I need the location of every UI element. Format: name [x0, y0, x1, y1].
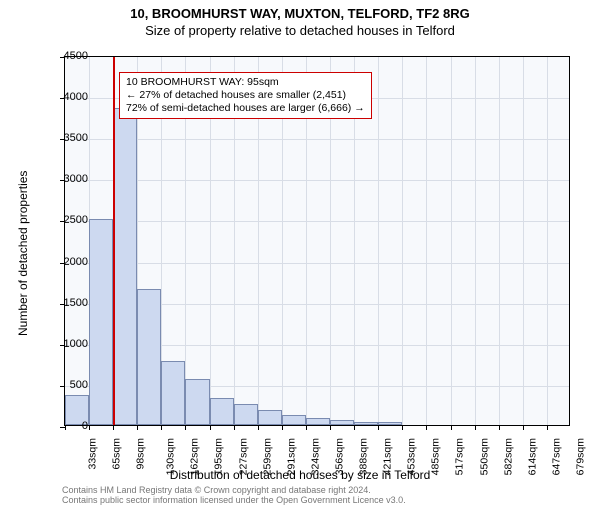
histogram-bar: [234, 404, 258, 425]
gridline-v: [499, 57, 500, 425]
property-marker-line: [113, 57, 115, 425]
x-tick-mark: [523, 425, 524, 430]
histogram-bar: [89, 219, 113, 425]
x-tick-mark: [89, 425, 90, 430]
x-tick-label: 227sqm: [237, 438, 249, 475]
annotation-line: ← 27% of detached houses are smaller (2,…: [126, 89, 365, 102]
x-tick-mark: [185, 425, 186, 430]
y-tick-label: 2000: [40, 256, 88, 268]
gridline-h: [65, 180, 569, 181]
x-tick-mark: [475, 425, 476, 430]
x-tick-mark: [306, 425, 307, 430]
chart-container: 10 BROOMHURST WAY: 95sqm← 27% of detache…: [64, 56, 570, 426]
histogram-bar: [354, 422, 378, 425]
chart-title-address: 10, BROOMHURST WAY, MUXTON, TELFORD, TF2…: [0, 6, 600, 21]
gridline-h: [65, 139, 569, 140]
x-tick-mark: [378, 425, 379, 430]
footer-attribution: Contains HM Land Registry data © Crown c…: [62, 486, 406, 506]
histogram-bar: [378, 422, 402, 425]
x-tick-mark: [402, 425, 403, 430]
x-tick-label: 33sqm: [87, 438, 99, 470]
histogram-bar: [330, 420, 354, 425]
x-tick-label: 614sqm: [526, 438, 538, 475]
histogram-bar: [185, 379, 209, 425]
histogram-bar: [161, 361, 185, 425]
x-tick-label: 195sqm: [213, 438, 225, 475]
gridline-v: [475, 57, 476, 425]
y-tick-label: 3500: [40, 132, 88, 144]
x-tick-label: 130sqm: [165, 438, 177, 475]
x-tick-mark: [210, 425, 211, 430]
gridline-v: [547, 57, 548, 425]
plot-area: 10 BROOMHURST WAY: 95sqm← 27% of detache…: [64, 56, 570, 426]
x-tick-mark: [282, 425, 283, 430]
x-tick-mark: [137, 425, 138, 430]
x-tick-mark: [258, 425, 259, 430]
x-tick-label: 259sqm: [261, 438, 273, 475]
chart-title-desc: Size of property relative to detached ho…: [0, 23, 600, 38]
histogram-bar: [258, 410, 282, 425]
y-tick-label: 500: [40, 379, 88, 391]
x-tick-label: 679sqm: [574, 438, 586, 475]
gridline-h: [65, 221, 569, 222]
x-tick-label: 485sqm: [430, 438, 442, 475]
x-tick-mark: [161, 425, 162, 430]
y-tick-label: 4500: [40, 50, 88, 62]
gridline-v: [402, 57, 403, 425]
gridline-v: [426, 57, 427, 425]
histogram-bar: [210, 398, 234, 425]
annotation-box: 10 BROOMHURST WAY: 95sqm← 27% of detache…: [119, 72, 372, 119]
gridline-v: [378, 57, 379, 425]
x-tick-label: 550sqm: [478, 438, 490, 475]
x-tick-mark: [330, 425, 331, 430]
x-tick-mark: [499, 425, 500, 430]
y-tick-label: 0: [40, 420, 88, 432]
histogram-bar: [306, 418, 330, 425]
footer-line2: Contains public sector information licen…: [62, 496, 406, 506]
histogram-bar: [113, 108, 137, 425]
x-tick-label: 324sqm: [309, 438, 321, 475]
y-tick-label: 3000: [40, 173, 88, 185]
y-tick-label: 1000: [40, 338, 88, 350]
gridline-v: [523, 57, 524, 425]
annotation-line: 72% of semi-detached houses are larger (…: [126, 102, 365, 115]
x-tick-label: 356sqm: [333, 438, 345, 475]
x-tick-label: 162sqm: [189, 438, 201, 475]
x-tick-mark: [426, 425, 427, 430]
x-tick-label: 421sqm: [382, 438, 394, 475]
y-axis-label: Number of detached properties: [16, 171, 30, 336]
x-tick-mark: [451, 425, 452, 430]
x-tick-label: 647sqm: [550, 438, 562, 475]
gridline-h: [65, 263, 569, 264]
gridline-v: [451, 57, 452, 425]
histogram-bar: [282, 415, 306, 425]
x-tick-mark: [113, 425, 114, 430]
annotation-line: 10 BROOMHURST WAY: 95sqm: [126, 76, 365, 89]
x-tick-label: 65sqm: [111, 438, 123, 470]
x-tick-label: 388sqm: [357, 438, 369, 475]
x-tick-label: 517sqm: [454, 438, 466, 475]
histogram-bar: [137, 289, 161, 425]
x-tick-label: 453sqm: [406, 438, 418, 475]
x-tick-label: 582sqm: [502, 438, 514, 475]
x-tick-mark: [547, 425, 548, 430]
x-tick-mark: [354, 425, 355, 430]
x-tick-label: 98sqm: [135, 438, 147, 470]
y-tick-label: 1500: [40, 297, 88, 309]
x-tick-mark: [234, 425, 235, 430]
y-tick-label: 4000: [40, 91, 88, 103]
y-tick-label: 2500: [40, 214, 88, 226]
x-tick-label: 291sqm: [285, 438, 297, 475]
